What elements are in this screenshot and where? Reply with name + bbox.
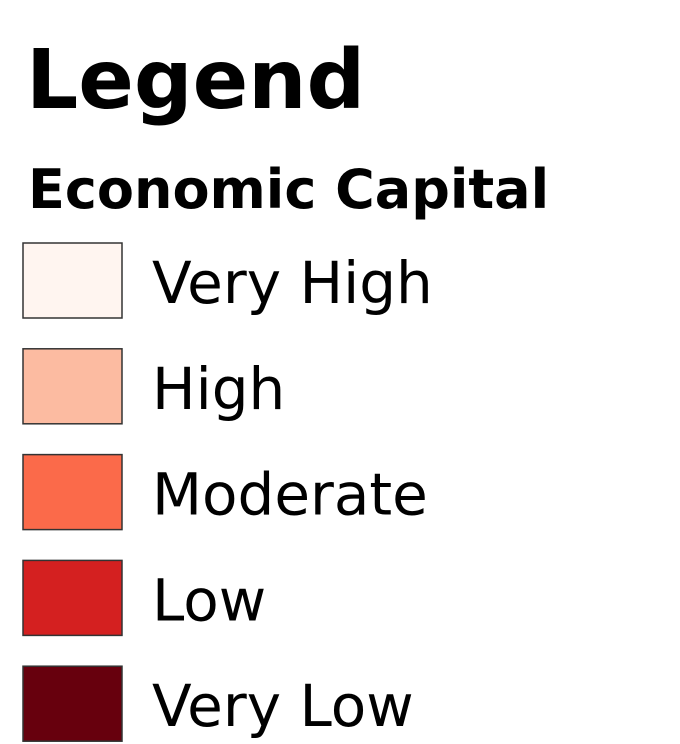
legend-subtitle: Economic Capital xyxy=(28,158,549,221)
legend-swatch xyxy=(22,559,123,637)
legend-label: Low xyxy=(152,566,266,634)
legend-title: Legend xyxy=(26,33,365,128)
legend-label: Very Low xyxy=(152,672,414,740)
legend-swatch xyxy=(22,453,123,531)
legend-label: High xyxy=(152,355,285,423)
legend-swatch xyxy=(22,348,123,425)
legend-label: Very High xyxy=(152,249,433,317)
legend-swatch xyxy=(22,665,123,742)
legend-swatch xyxy=(22,242,123,319)
legend-label: Moderate xyxy=(152,461,428,529)
